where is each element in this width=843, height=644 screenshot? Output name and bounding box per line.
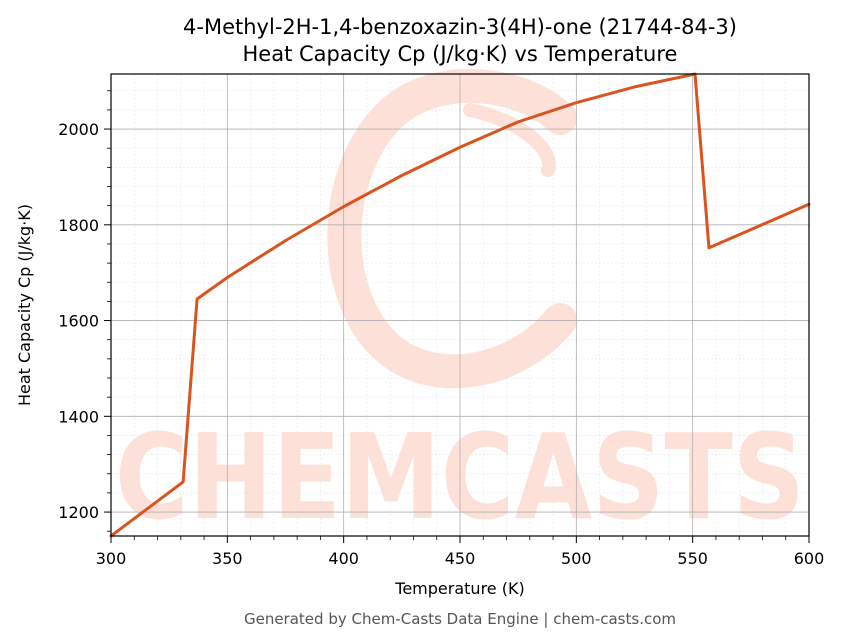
x-tick-label: 600 [794,549,825,568]
x-axis-label: Temperature (K) [394,579,524,598]
y-tick-label: 1400 [58,407,99,426]
axis-ticks: 300 350 400 450 500 550 600 1200 1400 1600 1800 200… [58,90,825,568]
y-tick-label: 1600 [58,312,99,331]
x-tick-label: 350 [212,549,243,568]
footer-credit: Generated by Chem-Casts Data Engine | ch… [244,610,676,628]
y-axis-label: Heat Capacity Cp (J/kg·K) [15,204,34,406]
x-tick-label: 550 [677,549,708,568]
x-tick-label: 500 [561,549,592,568]
series-layer [109,72,811,538]
y-tick-label: 1200 [58,503,99,522]
chart-title: 4-Methyl-2H-1,4-benzoxazin-3(4H)-one (21… [183,15,737,39]
y-tick-label: 2000 [58,120,99,139]
x-tick-label: 300 [96,549,127,568]
y-tick-label: 1800 [58,216,99,235]
x-tick-label: 450 [445,549,476,568]
series-line [109,72,811,538]
chart-subtitle: Heat Capacity Cp (J/kg·K) vs Temperature [243,42,678,66]
x-tick-label: 400 [328,549,359,568]
watermark-logo [327,68,577,389]
